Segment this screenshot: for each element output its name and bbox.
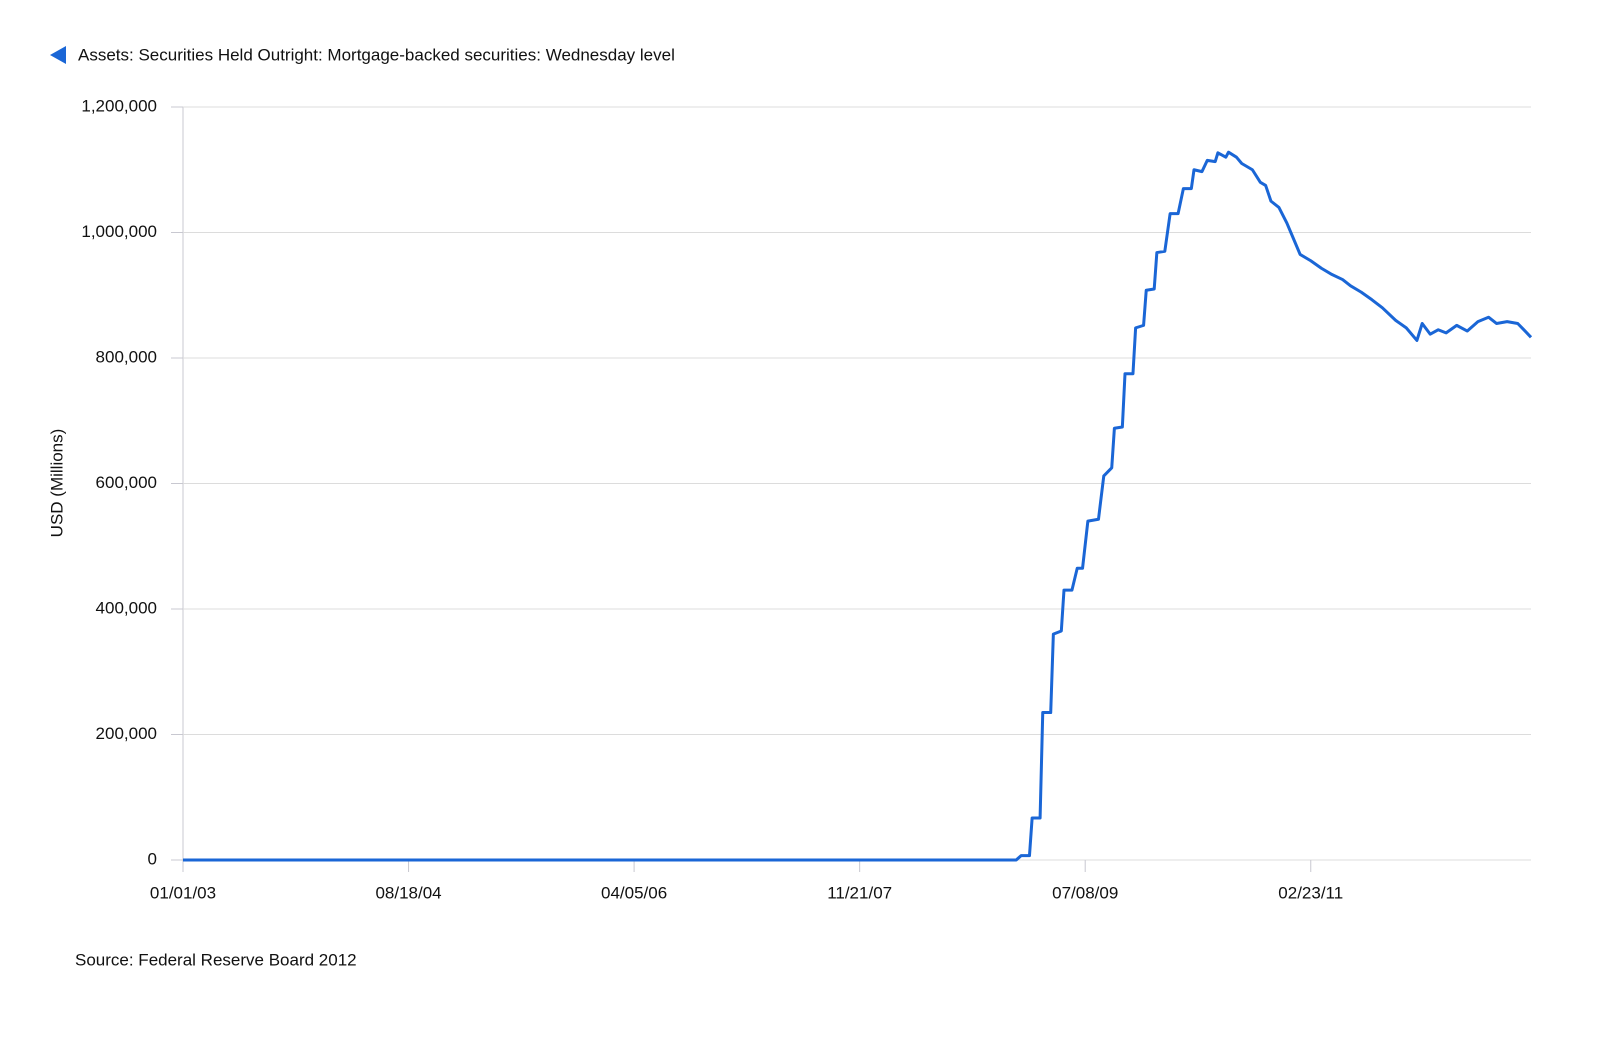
legend-label[interactable]: Assets: Securities Held Outright: Mortga…	[78, 45, 675, 64]
legend-marker[interactable]	[50, 46, 66, 64]
x-tick-label: 07/08/09	[1052, 883, 1118, 902]
x-tick-label: 02/23/11	[1278, 883, 1343, 902]
data-line	[183, 150, 1533, 862]
y-tick-label: 800,000	[96, 347, 157, 366]
y-tick-label: 1,000,000	[81, 222, 157, 241]
y-tick-label: 0	[148, 849, 157, 868]
x-tick-label: 08/18/04	[375, 883, 441, 902]
y-axis-label: USD (Millions)	[47, 429, 66, 538]
y-tick-label: 200,000	[96, 724, 157, 743]
y-tick-label: 1,200,000	[81, 96, 157, 115]
x-tick-label: 11/21/07	[827, 883, 892, 902]
y-tick-label: 400,000	[96, 598, 157, 617]
source-note: Source: Federal Reserve Board 2012	[75, 950, 357, 969]
x-tick-label: 04/05/06	[601, 883, 667, 902]
y-tick-label: 600,000	[96, 473, 157, 492]
x-tick-label: 01/01/03	[150, 883, 216, 902]
